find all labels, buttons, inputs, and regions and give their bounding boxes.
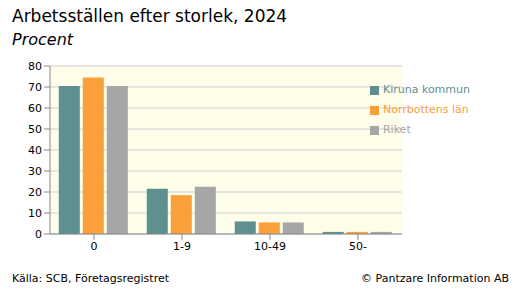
svg-text:30: 30 — [28, 165, 42, 178]
svg-text:40: 40 — [28, 144, 42, 157]
svg-text:10-49: 10-49 — [254, 240, 286, 253]
svg-text:60: 60 — [28, 102, 42, 115]
svg-text:10: 10 — [28, 207, 42, 220]
html-text:Arbetsställen efter storlek, 2: Arbetsställen efter storlek, 2024 — [12, 6, 288, 26]
svg-text:1-9: 1-9 — [173, 240, 191, 253]
svg-text:0: 0 — [35, 228, 42, 241]
svg-text:0: 0 — [90, 240, 97, 253]
svg-text:80: 80 — [28, 60, 42, 73]
html-text:Norrbottens län: Norrbottens län — [382, 103, 469, 116]
html-text:Riket: Riket — [382, 123, 411, 136]
svg-text:50: 50 — [28, 123, 42, 136]
html-text:Källa: SCB, Företagsregistret: Källa: SCB, Företagsregistret — [12, 272, 169, 285]
svg-text:20: 20 — [28, 186, 42, 199]
html-text:© Pantzare Information AB: © Pantzare Information AB — [361, 272, 509, 285]
svg-text:70: 70 — [28, 81, 42, 94]
html-text:Procent: Procent — [12, 30, 74, 49]
svg-text:50-: 50- — [349, 240, 367, 253]
html-text:Kiruna kommun: Kiruna kommun — [382, 83, 470, 96]
